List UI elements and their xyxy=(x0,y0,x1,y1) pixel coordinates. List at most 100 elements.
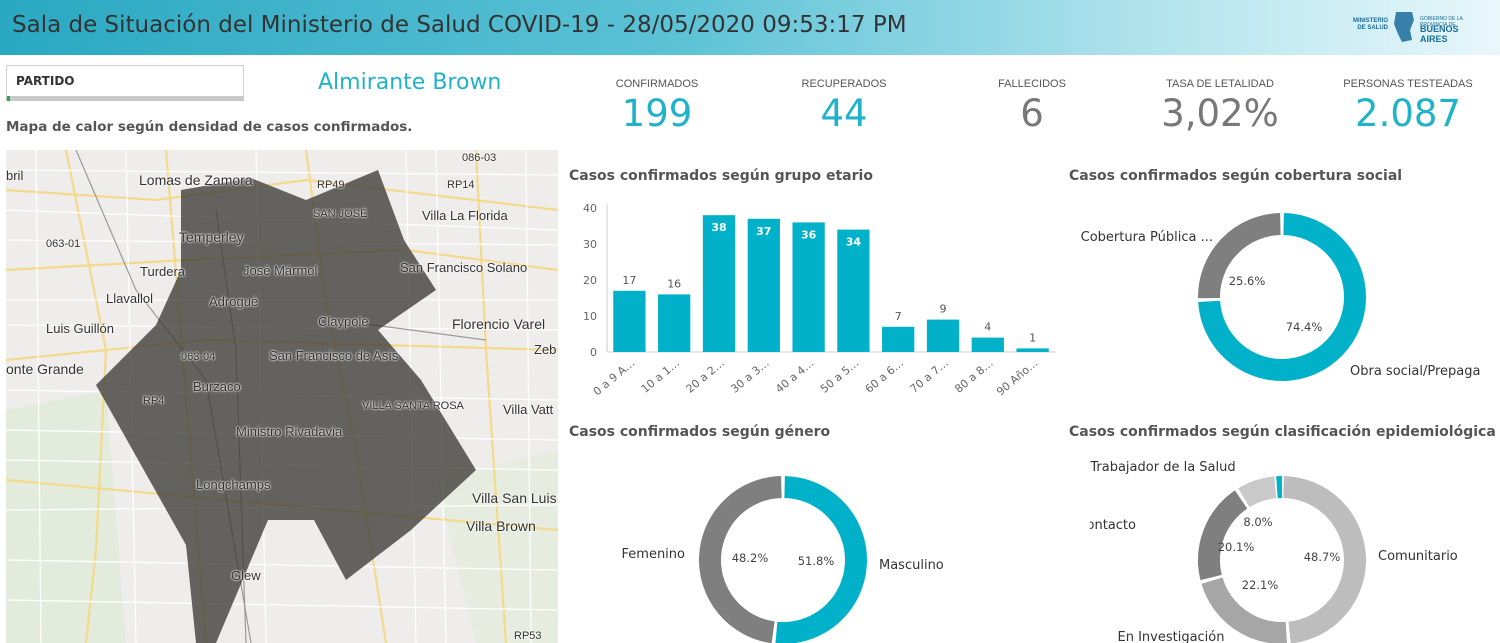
map-label: 063-04 xyxy=(181,351,216,363)
map-label: Villa Vatt xyxy=(503,402,554,417)
coverage-donut-chart[interactable]: Obra social/Prepaga Cobertura Pública ...… xyxy=(1060,195,1500,405)
map-label: 086-03 xyxy=(462,152,497,164)
kpi-label: PERSONAS TESTEADAS xyxy=(1343,78,1473,90)
map-label: San Francisco de Asís xyxy=(269,348,399,363)
bar-value-label: 1 xyxy=(1029,331,1036,344)
map-label: Adrogué xyxy=(209,294,259,309)
kpi-label: CONFIRMADOS xyxy=(615,78,699,90)
donut-slice xyxy=(1198,213,1282,299)
bar xyxy=(702,215,736,352)
x-tick-label: 90 Año… xyxy=(994,356,1040,398)
donut-value-label: 48.2% xyxy=(732,551,769,565)
epi-donut-chart[interactable]: Trabajador de la Salud Comunitario En Inve… xyxy=(1090,455,1500,643)
bar-value-label: 9 xyxy=(940,303,947,316)
kpi-label: RECUPERADOS xyxy=(801,78,887,90)
donut-slice xyxy=(1198,490,1248,581)
bar-value-label: 4 xyxy=(984,321,991,334)
map-label: Luis Guillón xyxy=(46,321,114,336)
page-title: Sala de Situación del Ministerio de Salu… xyxy=(12,12,907,38)
gender-donut-chart[interactable]: Masculino Femenino 51.8% 48.2% xyxy=(600,460,980,643)
kpi-label: FALLECIDOS xyxy=(998,78,1066,90)
map-label: San Francisco Solano xyxy=(400,260,528,275)
donut-value-label: 51.8% xyxy=(798,554,835,568)
kpi-confirmados: CONFIRMADOS 199 xyxy=(577,78,737,135)
bar xyxy=(882,326,915,352)
map-label: Longchamps xyxy=(196,477,271,492)
header-bar: Sala de Situación del Ministerio de Salu… xyxy=(0,0,1500,55)
bar-value-label: 34 xyxy=(846,236,862,249)
bar-value-label: 17 xyxy=(622,274,636,287)
donut-slice xyxy=(699,476,782,643)
kpi-value: 6 xyxy=(1020,92,1044,135)
donut-category-label: Comunitario xyxy=(1378,549,1458,564)
bar-value-label: 7 xyxy=(895,310,902,323)
map-label: 063-01 xyxy=(46,238,81,250)
municipality-name: Almirante Brown xyxy=(318,70,502,95)
x-tick-label: 30 a 3… xyxy=(728,356,771,395)
map-label: onte Grande xyxy=(6,361,84,377)
partido-filter[interactable]: PARTIDO xyxy=(6,65,244,101)
x-tick-label: 60 a 6… xyxy=(863,356,906,395)
kpi-tasa-letalidad: TASA DE LETALIDAD 3,02% xyxy=(1140,78,1300,135)
map-title: Mapa de calor según densidad de casos co… xyxy=(6,119,413,135)
donut-category-label: Trabajador de la Salud xyxy=(1090,460,1236,475)
map-label: Burzaco xyxy=(193,379,241,394)
map-label: Temperley xyxy=(179,229,244,245)
map-label: Claypole xyxy=(318,314,369,329)
x-tick-label: 50 a 5… xyxy=(818,356,861,395)
partido-filter-label: PARTIDO xyxy=(16,74,75,88)
donut-slice xyxy=(1198,213,1366,381)
bar xyxy=(926,319,960,352)
donut-value-label: 48.7% xyxy=(1304,550,1341,564)
x-tick-label: 70 a 7… xyxy=(908,356,951,395)
bar-value-label: 36 xyxy=(801,228,817,241)
map-label: RP14 xyxy=(447,179,475,191)
kpi-value: 2.087 xyxy=(1355,92,1461,135)
kpi-fallecidos: FALLECIDOS 6 xyxy=(952,78,1112,135)
map-label: RP53 xyxy=(514,630,542,642)
x-tick-label: 80 a 8… xyxy=(952,356,995,395)
bar xyxy=(792,222,825,352)
donut-category-label: Obra social/Prepaga xyxy=(1350,364,1480,379)
kpi-value: 44 xyxy=(820,92,868,135)
map-label: José Mármol xyxy=(243,263,318,278)
donut-slice xyxy=(1238,476,1277,508)
x-tick-label: 0 a 9 A… xyxy=(591,356,637,398)
donut-category-label: Contacto xyxy=(1090,518,1136,533)
map-label: Villa San Luis xyxy=(472,490,557,506)
map-label: Villa Brown xyxy=(466,518,536,534)
donut-category-label: Femenino xyxy=(622,547,686,562)
donut-value-label: 25.6% xyxy=(1229,274,1266,288)
donut-value-label: 74.4% xyxy=(1286,320,1323,334)
kpi-value: 199 xyxy=(621,92,693,135)
bar xyxy=(613,290,646,352)
map-label: bril xyxy=(6,168,24,183)
heat-map[interactable]: 086-03 bril Lomas de Zamora RP49 RP14 SA… xyxy=(6,150,558,643)
donut-value-label: 20.1% xyxy=(1218,540,1255,554)
map-label: SAN JOSÉ xyxy=(313,208,368,220)
map-label: VILLA SANTA ROSA xyxy=(362,400,464,412)
bar-value-label: 38 xyxy=(711,221,726,234)
donut-slice xyxy=(1201,577,1287,643)
donut-slice xyxy=(775,476,867,643)
y-tick-label: 20 xyxy=(583,274,597,287)
map-label: Florencio Varel xyxy=(452,316,546,332)
logo-gov-text: GOBIERNO DE LA PROVINCIA DE xyxy=(1420,16,1463,28)
y-tick-label: 40 xyxy=(583,202,597,215)
kpi-label: TASA DE LETALIDAD xyxy=(1166,78,1274,90)
map-label: Lomas de Zamora xyxy=(139,172,253,188)
x-tick-label: 20 a 2… xyxy=(684,356,727,395)
map-label: RP49 xyxy=(317,179,345,191)
logo-province-text: BUENOS AIRES xyxy=(1420,24,1459,44)
y-tick-label: 30 xyxy=(583,238,597,251)
map-label: RP4 xyxy=(143,395,165,407)
map-label: Glew xyxy=(231,568,261,583)
bar xyxy=(1016,348,1049,352)
donut-value-label: 22.1% xyxy=(1242,578,1279,592)
bar xyxy=(971,337,1004,352)
map-label: Turdera xyxy=(140,264,186,279)
partido-filter-indicator xyxy=(7,96,10,101)
kpi-value: 3,02% xyxy=(1161,92,1279,135)
y-tick-label: 0 xyxy=(590,346,597,359)
